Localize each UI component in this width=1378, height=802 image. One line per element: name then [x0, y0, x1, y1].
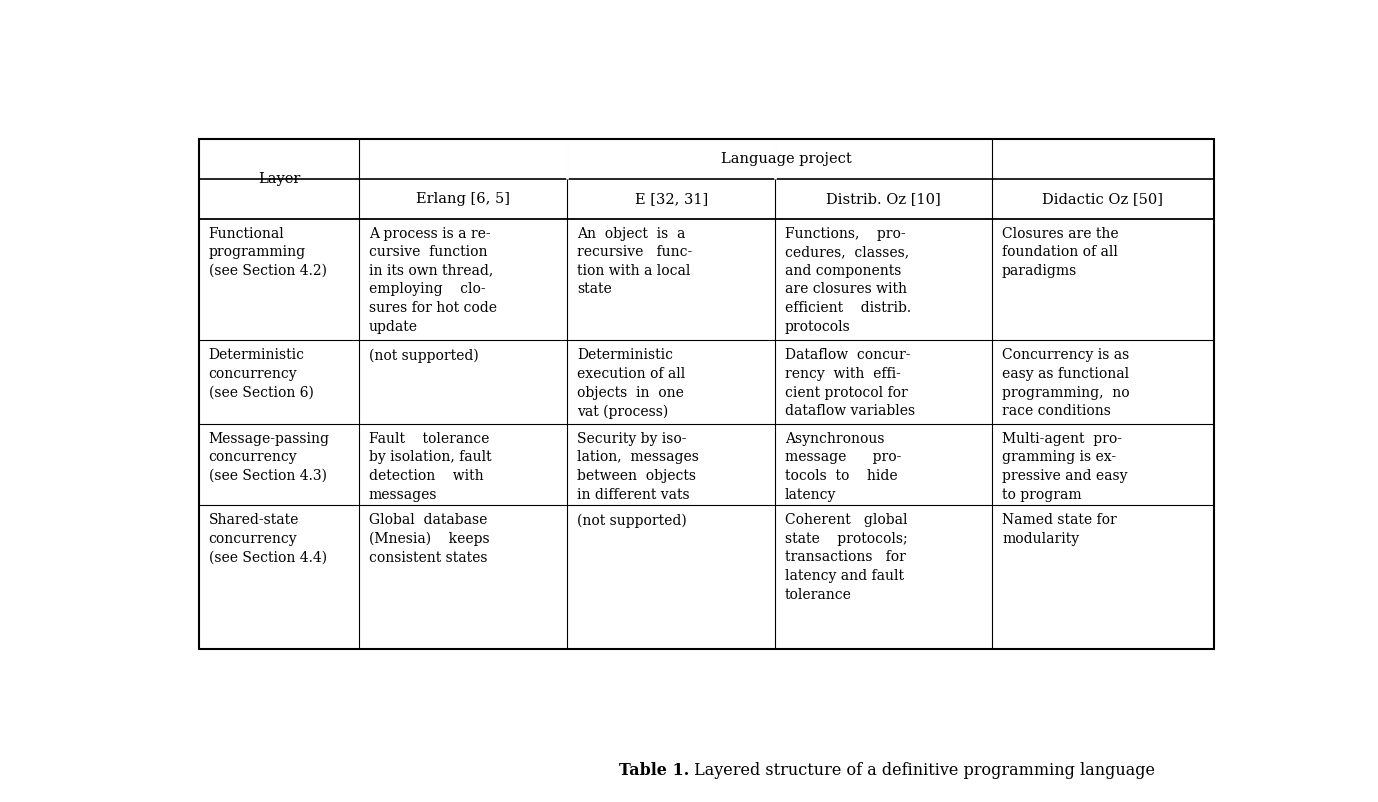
Text: Functional
programming
(see Section 4.2): Functional programming (see Section 4.2)	[208, 226, 327, 277]
Text: E [32, 31]: E [32, 31]	[635, 192, 708, 206]
Text: Dataflow  concur-
rency  with  effi-
cient protocol for
dataflow variables: Dataflow concur- rency with effi- cient …	[785, 348, 915, 419]
Text: Concurrency is as
easy as functional
programming,  no
race conditions: Concurrency is as easy as functional pro…	[1002, 348, 1130, 419]
Text: Security by iso-
lation,  messages
between  objects
in different vats: Security by iso- lation, messages betwee…	[577, 431, 699, 502]
Bar	[198, 140, 1214, 649]
Text: Deterministic
concurrency
(see Section 6): Deterministic concurrency (see Section 6…	[208, 348, 313, 399]
Text: Multi-agent  pro-
gramming is ex-
pressive and easy
to program: Multi-agent pro- gramming is ex- pressiv…	[1002, 431, 1127, 502]
Text: Global  database
(Mnesia)    keeps
consistent states: Global database (Mnesia) keeps consisten…	[369, 513, 489, 565]
Text: Table 1.: Table 1.	[619, 762, 689, 779]
Text: Functions,    pro-
cedures,  classes,
and components
are closures with
efficient: Functions, pro- cedures, classes, and co…	[785, 226, 911, 334]
Text: Shared-state
concurrency
(see Section 4.4): Shared-state concurrency (see Section 4.…	[208, 513, 327, 565]
Text: An  object  is  a
recursive   func-
tion with a local
state: An object is a recursive func- tion with…	[577, 226, 692, 297]
Text: Asynchronous
message      pro-
tocols  to    hide
latency: Asynchronous message pro- tocols to hide…	[785, 431, 901, 502]
Text: Message-passing
concurrency
(see Section 4.3): Message-passing concurrency (see Section…	[208, 431, 329, 483]
Text: Layered structure of a definitive programming language: Layered structure of a definitive progra…	[689, 762, 1155, 779]
Text: Named state for
modularity: Named state for modularity	[1002, 513, 1116, 545]
Text: Erlang [6, 5]: Erlang [6, 5]	[416, 192, 510, 206]
Text: A process is a re-
cursive  function
in its own thread,
employing    clo-
sures : A process is a re- cursive function in i…	[369, 226, 497, 334]
Text: Language project: Language project	[721, 152, 852, 166]
Text: Layer: Layer	[258, 172, 300, 186]
Text: Coherent   global
state    protocols;
transactions   for
latency and fault
toler: Coherent global state protocols; transac…	[785, 513, 908, 602]
Text: Closures are the
foundation of all
paradigms: Closures are the foundation of all parad…	[1002, 226, 1119, 277]
Text: Didactic Oz [50]: Didactic Oz [50]	[1042, 192, 1163, 206]
Text: Fault    tolerance
by isolation, fault
detection    with
messages: Fault tolerance by isolation, fault dete…	[369, 431, 492, 502]
Text: Distrib. Oz [10]: Distrib. Oz [10]	[827, 192, 941, 206]
Text: (not supported): (not supported)	[577, 513, 686, 528]
Text: (not supported): (not supported)	[369, 348, 478, 363]
Text: Deterministic
execution of all
objects  in  one
vat (process): Deterministic execution of all objects i…	[577, 348, 685, 419]
